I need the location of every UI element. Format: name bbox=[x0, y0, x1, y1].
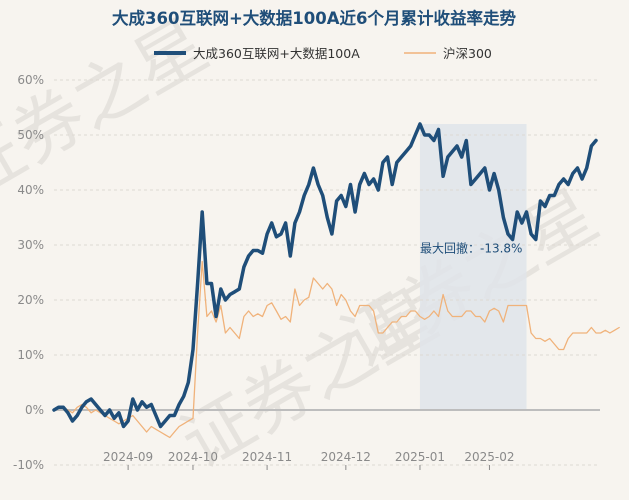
x-tick-label: 2024-10 bbox=[168, 450, 218, 464]
annotations: 最大回撤：-13.8% bbox=[420, 241, 522, 256]
max-drawdown-label: 最大回撤：-13.8% bbox=[420, 241, 522, 256]
x-axis-ticks: 2024-09 2024-10 2024-11 2024-12 2025-01 2025-… bbox=[103, 450, 515, 470]
series-line-fund bbox=[52, 122, 598, 429]
y-tick-label: 60% bbox=[17, 73, 44, 87]
x-tick-label: 2024-09 bbox=[103, 450, 153, 464]
x-tick-label: 2024-11 bbox=[242, 450, 292, 464]
drawdown-shade-rect bbox=[419, 124, 527, 410]
y-tick-label: 40% bbox=[17, 183, 44, 197]
y-tick-label: 0% bbox=[25, 403, 44, 417]
legend-label-series-1: 大成360互联网+大数据100A bbox=[193, 46, 360, 61]
legend-label-series-2: 沪深300 bbox=[443, 46, 492, 61]
grid bbox=[54, 79, 600, 466]
x-tick-label: 2025-02 bbox=[464, 450, 514, 464]
x-tick-label: 2025-01 bbox=[395, 450, 445, 464]
y-axis-ticks: -10% 0% 10% 20% 30% 40% 50% 60% bbox=[13, 73, 44, 472]
y-tick-label: 50% bbox=[17, 128, 44, 142]
y-tick-label: -10% bbox=[13, 458, 44, 472]
series-line-csi300 bbox=[53, 260, 620, 439]
y-tick-label: 20% bbox=[17, 293, 44, 307]
y-tick-label: 30% bbox=[17, 238, 44, 252]
chart-title: 大成360互联网+大数据100A近6个月累计收益率走势 bbox=[112, 8, 516, 28]
legend: 大成360互联网+大数据100A 沪深300 bbox=[154, 46, 492, 61]
max-drawdown-shaded-region bbox=[419, 124, 527, 410]
series-lines bbox=[52, 122, 620, 439]
x-tick-label: 2024-12 bbox=[321, 450, 371, 464]
y-tick-label: 10% bbox=[17, 348, 44, 362]
